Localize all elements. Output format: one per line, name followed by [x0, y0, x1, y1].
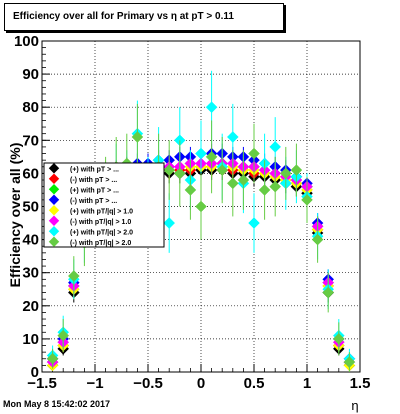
data-point: [343, 356, 356, 368]
data-point: [195, 200, 207, 213]
legend-label: (-) with pT/|q| > 2.0: [70, 240, 131, 247]
y-tick-label: 50: [22, 199, 39, 216]
x-tick-label: 0: [197, 375, 205, 392]
data-point: [163, 164, 176, 176]
data-point: [322, 286, 335, 299]
y-tick-label: 100: [14, 33, 39, 50]
legend-label: (+) with pT/|q| > 2.0: [70, 229, 133, 236]
data-point: [258, 184, 271, 196]
data-point: [269, 141, 282, 153]
data-point: [226, 177, 239, 190]
x-tick-label: −0.5: [133, 375, 163, 392]
data-point: [205, 150, 218, 163]
data-point: [237, 174, 250, 186]
data-point: [226, 131, 239, 143]
x-tick-label: 1: [303, 375, 311, 392]
legend-marker: [48, 163, 60, 174]
legend-marker: [48, 205, 60, 216]
title-box: Efficiency over all for Primary vs η at …: [4, 3, 284, 31]
legend-marker: [48, 173, 60, 184]
legend-label: (-) with pT > ...: [70, 198, 117, 205]
legend-label: (-) with pT/|q| > 1.0: [70, 219, 131, 226]
data-point: [269, 180, 282, 193]
legend-marker: [48, 236, 60, 247]
y-tick-label: 70: [22, 132, 39, 149]
y-axis-label: Efficiency over all (%): [7, 143, 23, 288]
data-point: [205, 101, 218, 114]
legend-marker: [48, 194, 60, 205]
y-tick-label: 80: [22, 99, 39, 116]
timestamp: Mon May 8 15:42:02 2017: [3, 399, 111, 409]
data-point: [57, 329, 70, 342]
x-tick-label: −1: [86, 375, 103, 392]
legend-label: (+) with pT > ...: [70, 166, 119, 173]
legend: (+) with pT > ... (-) with pT > ... (+) wi…: [43, 162, 165, 248]
data-point: [248, 217, 260, 229]
data-point: [290, 164, 303, 176]
data-point: [184, 184, 197, 196]
data-point: [46, 352, 59, 365]
data-point: [173, 167, 186, 180]
y-tick-label: 30: [22, 265, 39, 282]
data-point: [195, 147, 207, 160]
x-tick-label: −1.5: [27, 375, 57, 392]
data-point: [279, 167, 292, 180]
data-point: [163, 217, 176, 229]
chart-title: Efficiency over all for Primary vs η at …: [13, 11, 234, 22]
legend-label: (+) with pT > ...: [70, 187, 119, 194]
legend-marker: [48, 184, 60, 195]
data-point: [67, 270, 80, 282]
data-point: [301, 194, 313, 206]
data-point: [216, 164, 229, 176]
data-point: [332, 333, 345, 345]
legend-marker: [48, 215, 60, 226]
y-tick-label: 90: [22, 66, 39, 83]
axes: −1.5 −1 −0.5 0 0.5 1 1.5 0 10 20 30 40 50 60 70 80 90 100: [14, 33, 370, 392]
x-axis-label: η: [351, 398, 358, 413]
data-point: [131, 131, 144, 143]
legend-marker: [48, 226, 60, 237]
data-point: [248, 147, 260, 160]
x-tick-label: 1.5: [350, 375, 371, 392]
y-tick-label: 0: [31, 364, 39, 381]
legend-label: (-) with pT > ...: [70, 177, 117, 184]
y-tick-label: 40: [22, 232, 39, 249]
data-point: [311, 233, 324, 246]
x-tick-label: 0.5: [244, 375, 265, 392]
legend-label: (+) with pT/|q| > 1.0: [70, 208, 133, 215]
y-tick-label: 60: [22, 165, 39, 182]
legend-box: [43, 162, 165, 248]
y-tick-label: 10: [22, 331, 39, 348]
y-tick-label: 20: [22, 298, 39, 315]
